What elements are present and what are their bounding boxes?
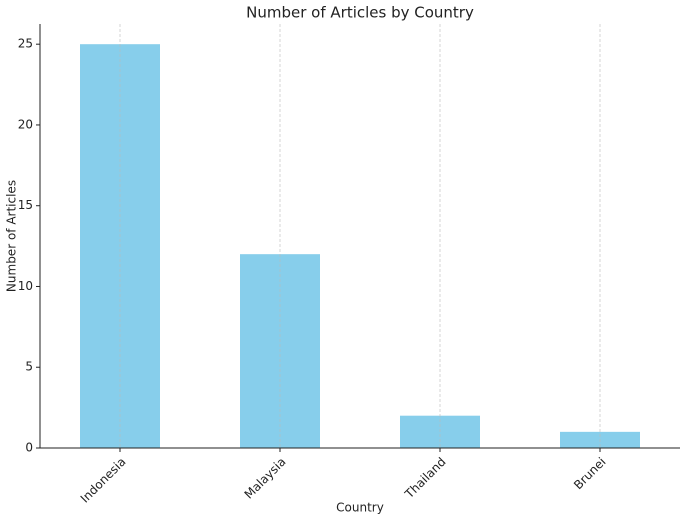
y-tick-label: 25 — [18, 37, 33, 51]
y-tick-label: 15 — [18, 198, 33, 212]
x-tick-label: Thailand — [402, 455, 449, 502]
x-tick-label: Malaysia — [242, 455, 289, 502]
y-tick-label: 0 — [25, 441, 33, 455]
chart-title: Number of Articles by Country — [246, 4, 474, 22]
y-tick-label: 20 — [18, 117, 33, 131]
x-tick-label: Brunei — [571, 455, 609, 493]
y-tick-label: 10 — [18, 279, 33, 293]
x-tick-label: Indonesia — [78, 455, 129, 506]
y-axis-label: Number of Articles — [5, 180, 19, 292]
x-axis-label: Country — [336, 501, 384, 515]
y-tick-label: 5 — [25, 360, 33, 374]
